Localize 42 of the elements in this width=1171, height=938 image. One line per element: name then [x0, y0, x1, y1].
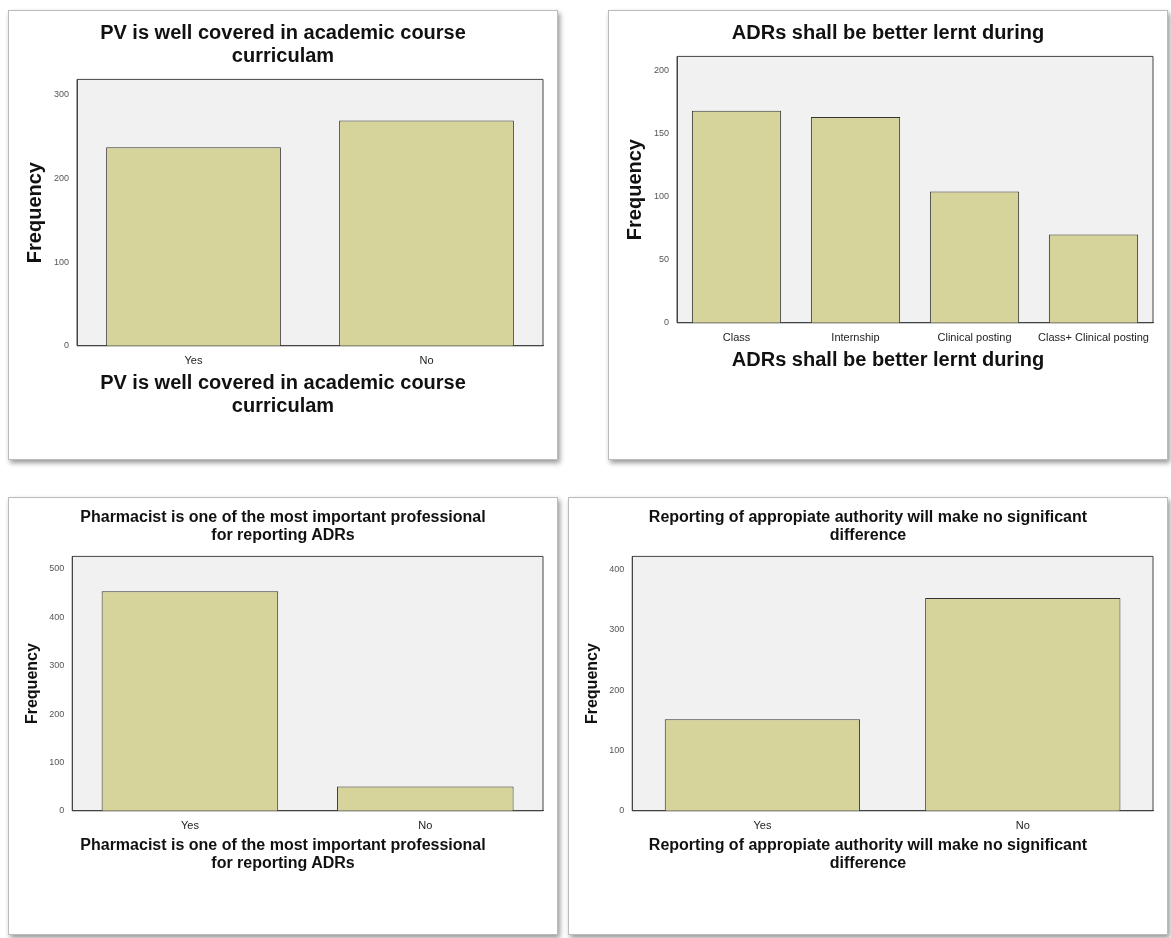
y-tick-label: 300 — [53, 88, 70, 99]
x-tick-label: Class — [722, 331, 751, 344]
y-axis-title: Frequency — [622, 138, 645, 241]
y-tick-label: 400 — [609, 564, 625, 575]
y-tick-label: 200 — [49, 708, 65, 719]
y-tick-label: 200 — [53, 172, 70, 183]
y-tick-label: 200 — [609, 684, 625, 695]
x-tick-label: Class+ Clinical posting — [1038, 331, 1149, 344]
chart-title: Pharmacist is one of the most important professional for reporting ADRs — [79, 507, 487, 544]
x-tick-label: No — [1015, 819, 1030, 832]
y-tick-label: 400 — [49, 611, 65, 622]
y-tick-label: 200 — [653, 64, 670, 75]
x-tick-label: Yes — [180, 819, 200, 832]
y-tick-label: 300 — [609, 624, 625, 635]
chart-title: ADRs shall be better lernt during — [730, 20, 1046, 44]
x-tick-label: Internship — [831, 331, 880, 344]
x-axis-title: Reporting of appropiate authority will make no significant difference — [647, 836, 1089, 872]
y-tick-label: 100 — [49, 756, 65, 767]
y-tick-label: 0 — [619, 805, 625, 816]
y-tick-label: 100 — [653, 191, 670, 202]
x-tick-label: Yes — [184, 354, 203, 367]
y-tick-label: 50 — [659, 254, 670, 265]
x-axis-title: ADRs shall be better lernt during — [730, 348, 1046, 371]
y-axis-title: Frequency — [23, 643, 41, 725]
y-tick-label: 500 — [49, 563, 65, 574]
y-tick-label: 0 — [664, 317, 670, 328]
y-tick-label: 300 — [49, 660, 65, 671]
x-tick-label: Yes — [753, 819, 772, 832]
y-tick-label: 0 — [59, 805, 65, 816]
y-tick-label: 0 — [64, 340, 70, 351]
y-tick-label: 100 — [53, 256, 70, 267]
x-tick-label: Clinical posting — [937, 331, 1012, 344]
y-axis-title: Frequency — [22, 161, 45, 264]
y-tick-label: 150 — [653, 127, 670, 138]
chart-title: PV is well covered in academic course curriculam — [99, 20, 467, 67]
x-axis-title: Pharmacist is one of the most important professional for reporting ADRs — [79, 836, 487, 872]
y-axis-title: Frequency — [583, 643, 601, 725]
chart-title: Reporting of appropiate authority will make no significant difference — [647, 507, 1089, 544]
y-tick-label: 100 — [609, 745, 625, 755]
x-tick-label: No — [419, 354, 434, 367]
x-tick-label: No — [418, 819, 433, 832]
x-axis-title: PV is well covered in academic course curriculam — [99, 371, 467, 417]
